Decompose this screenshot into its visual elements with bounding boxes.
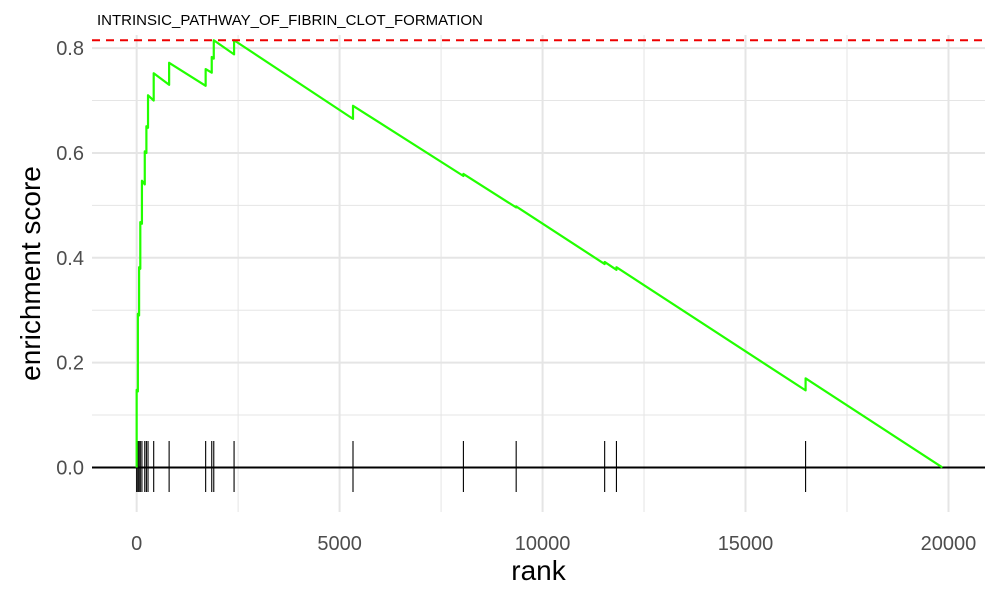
y-tick-label: 0.8 bbox=[56, 38, 84, 60]
x-tick-label: 15000 bbox=[718, 533, 774, 555]
x-tick-label: 0 bbox=[131, 533, 142, 555]
y-tick-label: 0.2 bbox=[56, 353, 84, 375]
grid-layer bbox=[92, 35, 985, 512]
curve-layer bbox=[135, 39, 943, 469]
y-tick-label: 0.4 bbox=[56, 248, 84, 270]
x-axis-label: rank bbox=[511, 555, 566, 586]
y-tick-label: 0.6 bbox=[56, 143, 84, 165]
x-tick-label: 5000 bbox=[317, 533, 362, 555]
x-tick-label: 10000 bbox=[515, 533, 571, 555]
x-tick-label: 20000 bbox=[921, 533, 977, 555]
y-axis-label: enrichment score bbox=[15, 166, 46, 381]
chart-title: INTRINSIC_PATHWAY_OF_FIBRIN_CLOT_FORMATI… bbox=[97, 12, 483, 29]
axis-labels-layer: 0 5000 10000 15000 20000 0.0 0.2 0.4 0.6 0.8 rank e… bbox=[15, 38, 976, 586]
y-tick-label: 0.0 bbox=[56, 457, 84, 479]
enrichment-curve bbox=[135, 39, 943, 469]
